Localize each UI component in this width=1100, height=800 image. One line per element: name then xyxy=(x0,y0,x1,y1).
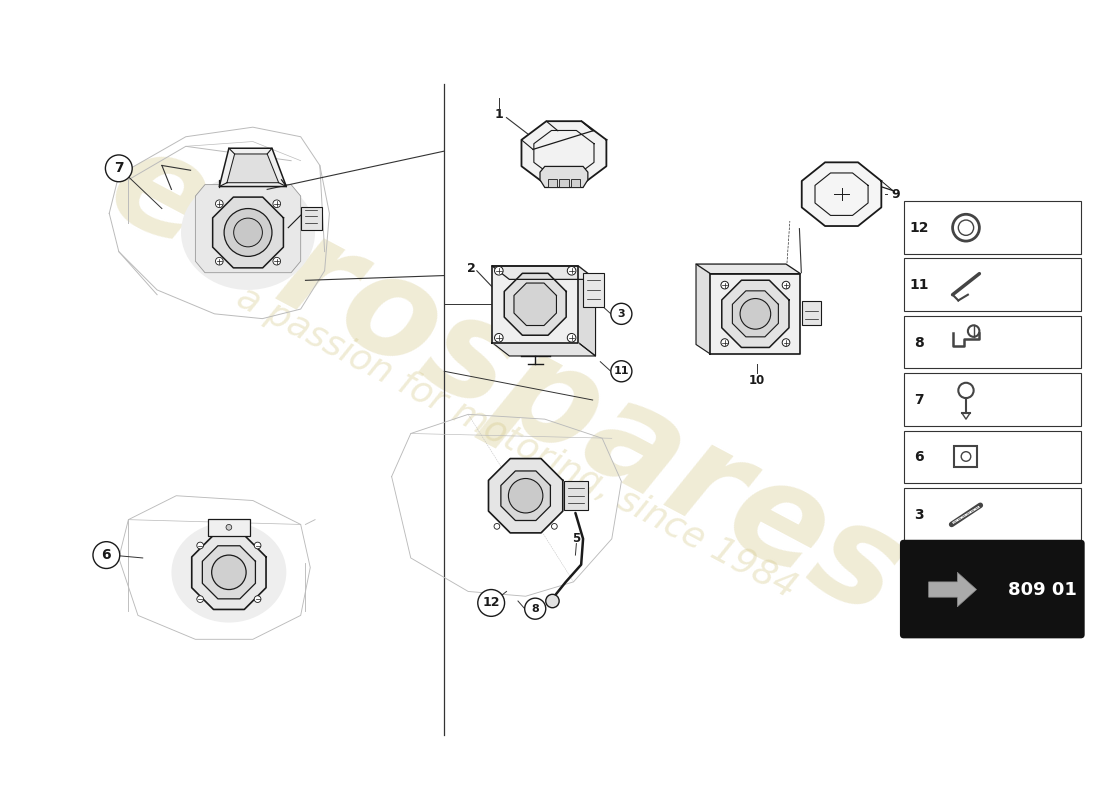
Text: 7: 7 xyxy=(114,162,123,175)
Bar xyxy=(583,273,604,307)
Polygon shape xyxy=(219,148,286,186)
Bar xyxy=(548,179,558,186)
Bar xyxy=(564,482,587,510)
Circle shape xyxy=(610,303,631,324)
Text: 11: 11 xyxy=(910,278,928,292)
Bar xyxy=(559,179,569,186)
Circle shape xyxy=(568,266,576,275)
Text: 11: 11 xyxy=(614,366,629,376)
Bar xyxy=(300,206,321,230)
Circle shape xyxy=(720,338,728,346)
Text: 8: 8 xyxy=(914,335,924,350)
Text: 2: 2 xyxy=(466,262,475,275)
Text: 6: 6 xyxy=(914,450,924,465)
Circle shape xyxy=(216,200,223,207)
Circle shape xyxy=(477,590,505,616)
Text: 8: 8 xyxy=(531,604,539,614)
Polygon shape xyxy=(802,162,881,226)
Text: a passion for motoring, since 1984: a passion for motoring, since 1984 xyxy=(231,281,802,606)
Circle shape xyxy=(254,596,261,602)
Circle shape xyxy=(197,596,204,602)
Bar xyxy=(571,179,580,186)
Circle shape xyxy=(254,542,261,549)
Text: 3: 3 xyxy=(914,508,924,522)
Polygon shape xyxy=(733,291,779,337)
Bar xyxy=(904,430,1081,483)
Text: 12: 12 xyxy=(483,597,499,610)
Circle shape xyxy=(720,282,728,289)
Polygon shape xyxy=(514,283,557,326)
Polygon shape xyxy=(488,458,563,533)
Circle shape xyxy=(224,209,272,257)
Bar xyxy=(904,373,1081,426)
FancyBboxPatch shape xyxy=(900,540,1085,638)
Polygon shape xyxy=(521,121,606,185)
Circle shape xyxy=(525,598,546,619)
Circle shape xyxy=(94,542,120,569)
Circle shape xyxy=(273,200,280,207)
Polygon shape xyxy=(202,546,255,599)
Bar xyxy=(802,302,822,326)
Polygon shape xyxy=(696,264,801,274)
Polygon shape xyxy=(928,572,977,606)
Bar xyxy=(904,488,1081,541)
Bar xyxy=(955,446,978,467)
Circle shape xyxy=(546,594,559,608)
Polygon shape xyxy=(191,535,266,610)
Polygon shape xyxy=(500,471,550,521)
Bar xyxy=(904,258,1081,311)
Circle shape xyxy=(494,523,499,530)
Polygon shape xyxy=(722,280,789,347)
Text: 9: 9 xyxy=(892,188,901,201)
Text: 10: 10 xyxy=(749,374,766,387)
Circle shape xyxy=(495,334,503,342)
Text: 12: 12 xyxy=(910,221,928,234)
Polygon shape xyxy=(540,166,587,187)
Bar xyxy=(904,201,1081,254)
Text: 4: 4 xyxy=(564,480,573,493)
Circle shape xyxy=(211,555,246,590)
Circle shape xyxy=(610,361,631,382)
Text: 809 01: 809 01 xyxy=(1008,581,1077,598)
Circle shape xyxy=(233,218,263,247)
Circle shape xyxy=(106,155,132,182)
Bar xyxy=(904,316,1081,369)
Text: eurospares: eurospares xyxy=(87,115,926,646)
Ellipse shape xyxy=(182,175,315,290)
Circle shape xyxy=(508,478,543,513)
Polygon shape xyxy=(492,266,579,342)
Polygon shape xyxy=(227,154,278,182)
Circle shape xyxy=(216,258,223,265)
Polygon shape xyxy=(196,185,300,273)
Circle shape xyxy=(273,258,280,265)
Polygon shape xyxy=(711,274,801,354)
Text: 5: 5 xyxy=(572,532,581,546)
Circle shape xyxy=(197,542,204,549)
Circle shape xyxy=(551,523,558,530)
Polygon shape xyxy=(492,342,595,356)
Circle shape xyxy=(226,525,232,530)
Circle shape xyxy=(782,338,790,346)
Text: 1: 1 xyxy=(495,108,503,122)
Polygon shape xyxy=(696,264,711,354)
Polygon shape xyxy=(579,266,595,356)
Circle shape xyxy=(495,266,503,275)
Text: 3: 3 xyxy=(617,309,625,319)
Polygon shape xyxy=(504,274,566,335)
Text: 6: 6 xyxy=(101,548,111,562)
Polygon shape xyxy=(492,266,595,279)
Circle shape xyxy=(782,282,790,289)
Polygon shape xyxy=(212,197,284,268)
Circle shape xyxy=(568,334,576,342)
Text: 7: 7 xyxy=(914,393,924,407)
Bar xyxy=(208,518,250,536)
Ellipse shape xyxy=(172,522,286,622)
Circle shape xyxy=(740,298,771,329)
